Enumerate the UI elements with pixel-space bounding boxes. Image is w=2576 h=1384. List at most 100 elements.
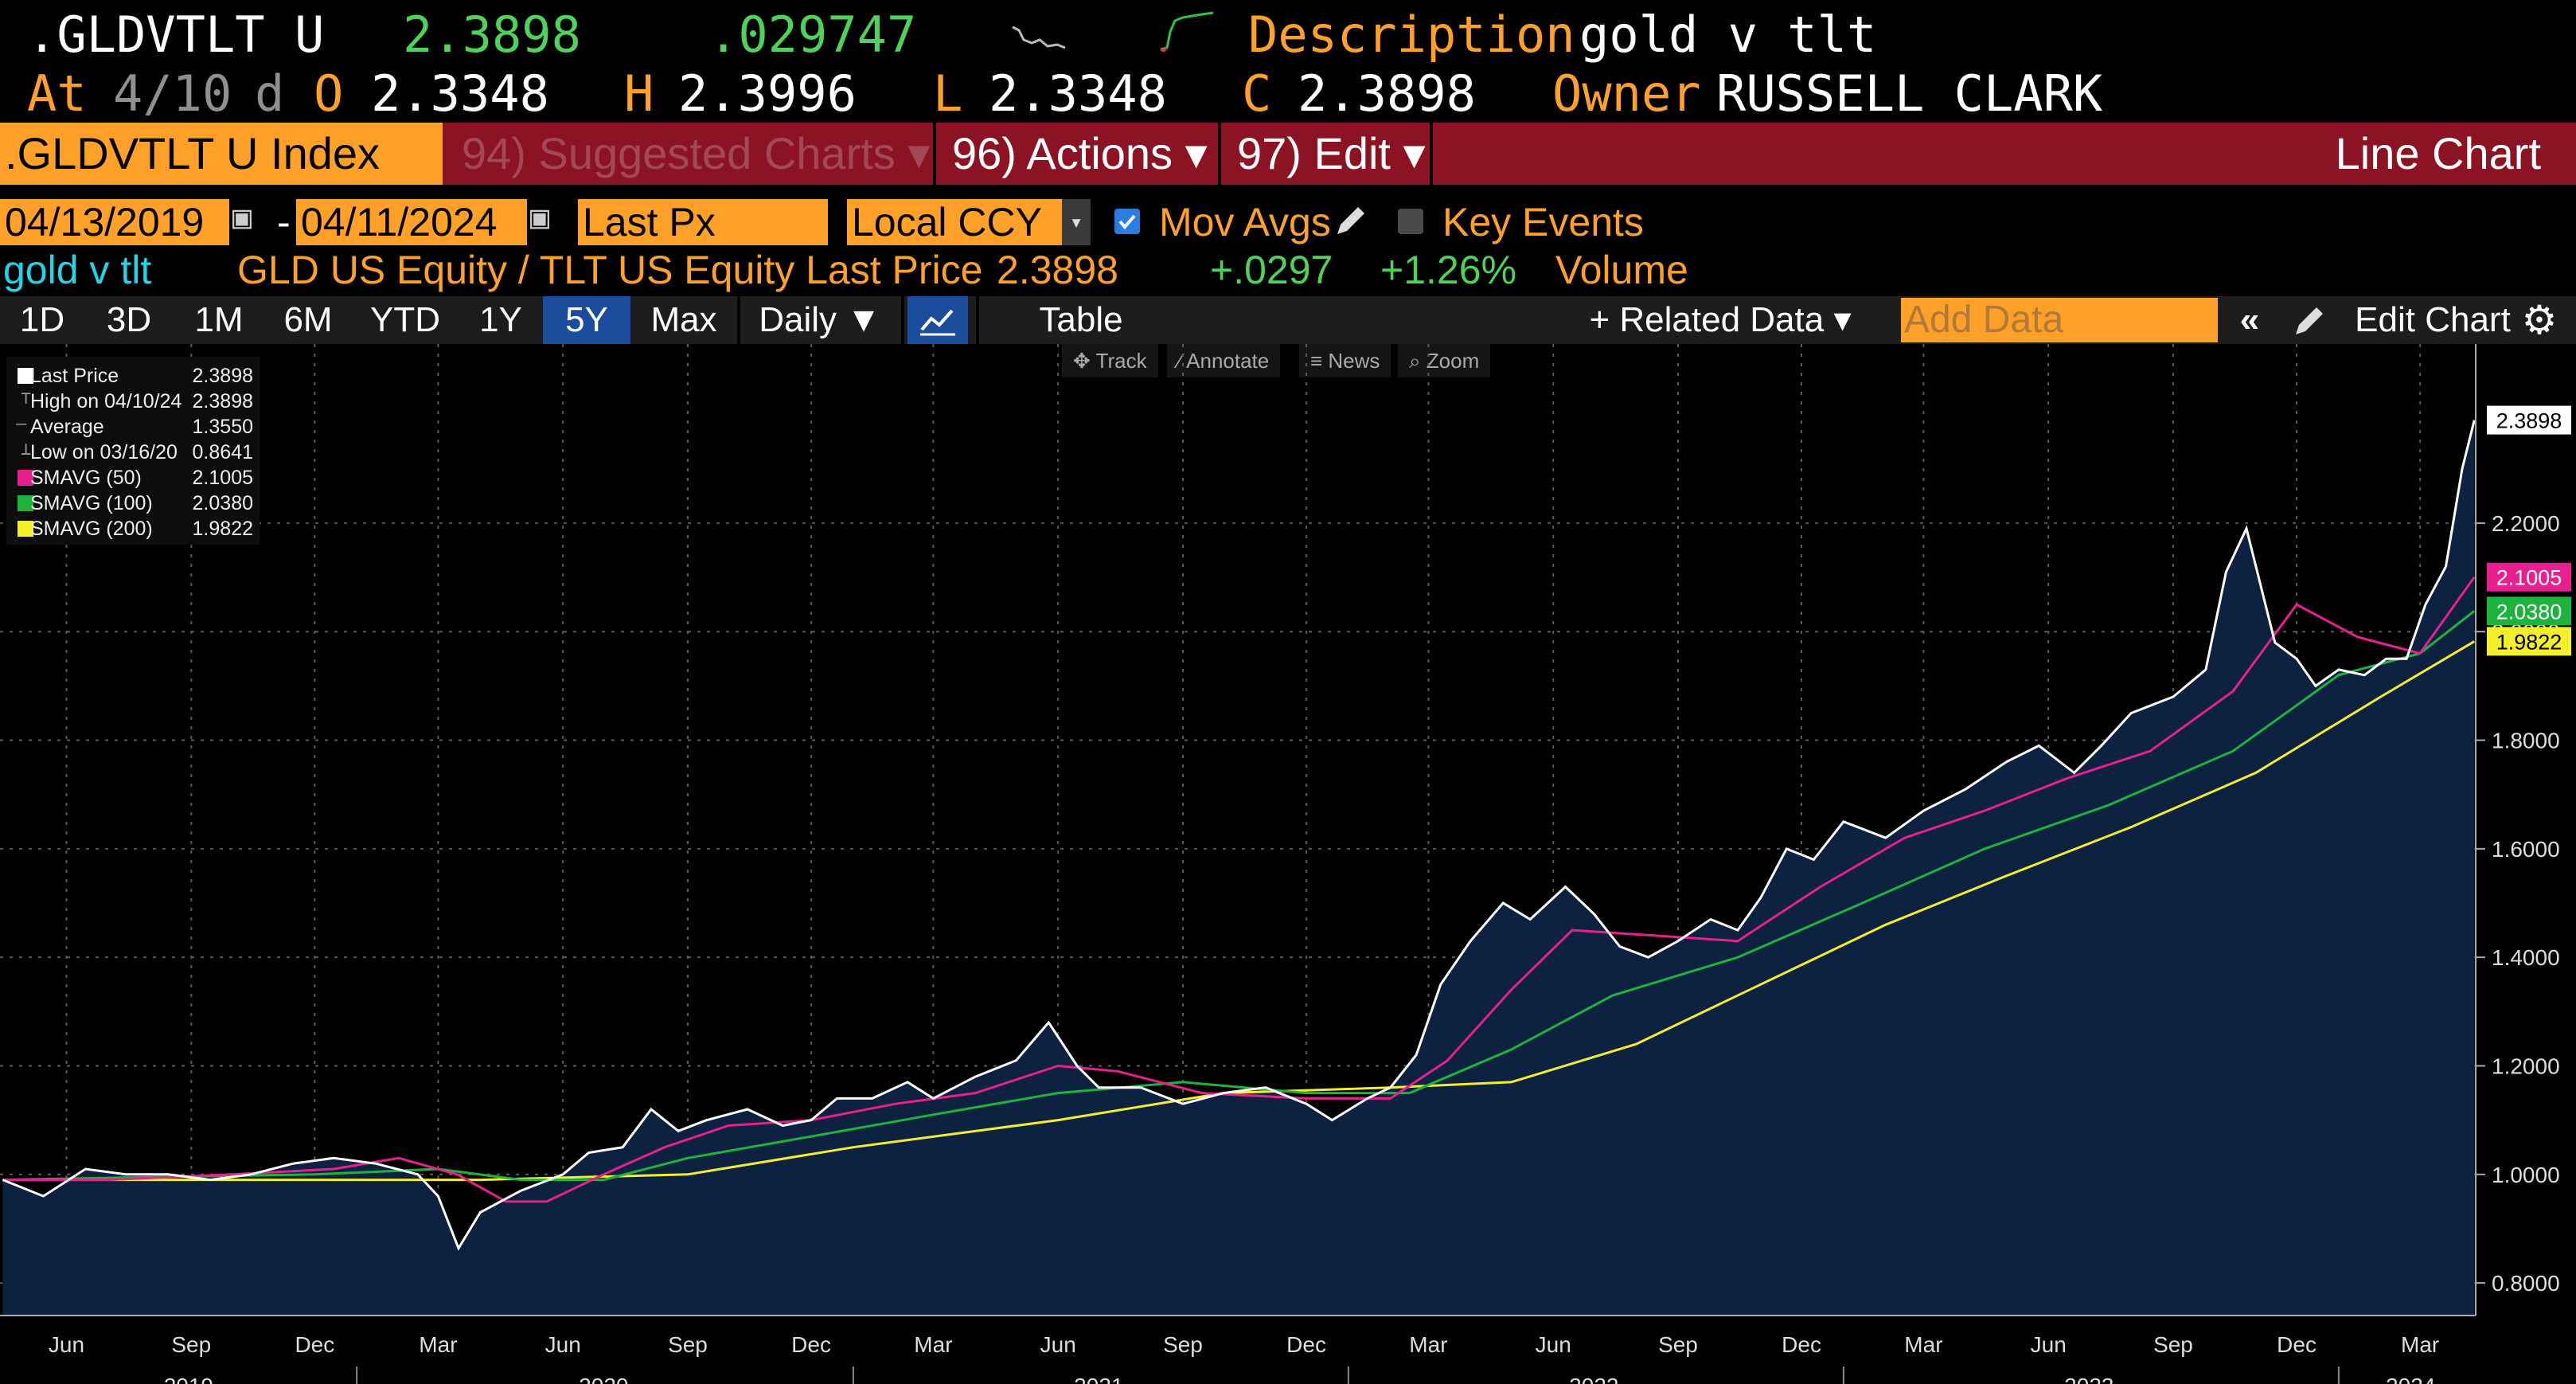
- start-date-input[interactable]: 04/13/2019: [0, 199, 229, 245]
- legend-value: 2.1005: [192, 467, 253, 489]
- price-tag-label: 2.0380: [2496, 600, 2562, 624]
- period-5y[interactable]: 5Y: [543, 296, 630, 344]
- end-date-input[interactable]: 04/11/2024: [296, 199, 527, 245]
- end-calendar-icon[interactable]: ▣: [530, 199, 550, 236]
- legend-swatch-sma50: [18, 470, 33, 486]
- series-pct-change: +1.26%: [1380, 248, 1516, 292]
- y-tick-label: 0.8000: [2492, 1271, 2560, 1296]
- low-label: L: [933, 65, 963, 123]
- description-value: gold v tlt: [1579, 6, 1877, 64]
- legend-swatch-last: [18, 368, 33, 384]
- chart-axes: 2.20002.00001.80001.60001.40001.20001.00…: [0, 344, 2560, 1384]
- x-tick-label: Sep: [668, 1332, 708, 1357]
- legend-label: SMAVG (100): [30, 492, 153, 514]
- price-area-fill: [2, 420, 2475, 1316]
- x-tick-label: Jun: [2031, 1332, 2067, 1357]
- menu-bar: .GLDVTLT U Index 94) Suggested Charts ▾ …: [0, 123, 2576, 185]
- x-tick-label: Sep: [2153, 1332, 2193, 1357]
- currency-dropdown-icon[interactable]: ▾: [1062, 199, 1091, 245]
- series-last: 2.3898: [997, 248, 1118, 292]
- price-tags: 2.3898 2.1005 2.0380 1.9822: [2487, 405, 2571, 656]
- mov-avgs-checkbox[interactable]: [1114, 209, 1140, 234]
- actions-menu[interactable]: 96) Actions ▾: [952, 128, 1208, 178]
- price-tag-label: 2.1005: [2496, 566, 2562, 590]
- zoom-tool[interactable]: ⌕ Zoom: [1398, 344, 1491, 377]
- legend-value: 1.9822: [192, 518, 253, 540]
- price-tag-label: 2.3898: [2496, 409, 2562, 433]
- year-label: 2024: [2386, 1374, 2435, 1384]
- price-tag-bg: [2487, 405, 2571, 435]
- track-tool[interactable]: ✥ Track: [1062, 344, 1158, 377]
- period-3d[interactable]: 3D: [106, 300, 152, 339]
- price-tag-bg: [2487, 596, 2571, 626]
- period-1d[interactable]: 1D: [19, 300, 65, 339]
- line-chart-icon[interactable]: [907, 296, 968, 344]
- owner-value: RUSSELL CLARK: [1716, 65, 2103, 123]
- track-tool-label: Track: [1095, 349, 1147, 373]
- legend-label: Last Price: [30, 365, 119, 387]
- legend-swatch-sma200: [18, 521, 33, 537]
- line-chart[interactable]: 2.20002.00001.80001.60001.40001.20001.00…: [0, 344, 2576, 1384]
- period-6m[interactable]: 6M: [283, 300, 333, 339]
- close-value: 2.3898: [1298, 65, 1476, 123]
- low-value: 2.3348: [989, 65, 1167, 123]
- edit-chart-button[interactable]: Edit Chart: [2355, 300, 2511, 339]
- open-label: O: [314, 65, 344, 123]
- news-tool-label: News: [1328, 349, 1380, 373]
- x-tick-label: Dec: [295, 1332, 334, 1357]
- year-label: 2019: [164, 1374, 213, 1384]
- table-button[interactable]: Table: [1039, 300, 1123, 339]
- price-tag-bg: [2487, 562, 2571, 592]
- add-data-input[interactable]: Add Data: [1901, 298, 2218, 342]
- suggested-charts-menu[interactable]: 94) Suggested Charts ▾: [462, 128, 931, 178]
- price-field-select[interactable]: Last Px: [578, 199, 828, 245]
- period-1y[interactable]: 1Y: [479, 300, 522, 339]
- period-max[interactable]: Max: [650, 300, 717, 339]
- date-dash: -: [277, 200, 291, 244]
- legend-value: 0.8641: [192, 441, 253, 463]
- y-tick-label: 1.8000: [2492, 729, 2560, 753]
- chart-legend: Last Price 2.3898 ⊤ High on 04/10/24 2.3…: [6, 357, 260, 545]
- news-tool[interactable]: ≡ News: [1299, 344, 1391, 377]
- x-tick-label: Sep: [1658, 1332, 1698, 1357]
- last-price-line: [2, 420, 2476, 1251]
- high-label: H: [624, 65, 654, 123]
- currency-select[interactable]: Local CCY: [847, 199, 1062, 245]
- start-calendar-icon[interactable]: ▣: [232, 199, 252, 236]
- collapse-icon[interactable]: «: [2239, 300, 2260, 339]
- at-label: At: [27, 65, 87, 123]
- period-1m[interactable]: 1M: [194, 300, 244, 339]
- x-tick-label: Jun: [545, 1332, 581, 1357]
- period-ytd[interactable]: YTD: [370, 300, 440, 339]
- quote-date: 4/10: [113, 65, 232, 123]
- legend-label: High on 04/10/24: [30, 390, 182, 412]
- last-price: 2.3898: [403, 6, 581, 64]
- price-tag-bg: [2487, 627, 2571, 656]
- key-events-checkbox[interactable]: [1398, 209, 1423, 234]
- year-label: 2023: [2064, 1374, 2113, 1384]
- volume-label: Volume: [1555, 248, 1688, 292]
- annotate-tool-label: Annotate: [1186, 349, 1270, 373]
- intraday-sparkline-icon: [1012, 25, 1066, 49]
- frequency-select[interactable]: Daily ▼: [759, 300, 881, 339]
- related-data-button[interactable]: + Related Data ▾: [1589, 300, 1852, 339]
- sma-50-line: [2, 576, 2476, 1203]
- annotate-tool[interactable]: ∕ Annotate: [1167, 344, 1281, 377]
- x-tick-label: Mar: [419, 1332, 457, 1357]
- settings-gear-icon[interactable]: ⚙: [2521, 298, 2558, 342]
- edit-chart-pencil-icon[interactable]: [2291, 301, 2329, 339]
- security-field[interactable]: .GLDVTLT U Index: [0, 123, 443, 185]
- x-tick-label: Sep: [171, 1332, 211, 1357]
- y-tick-label: 1.6000: [2492, 837, 2560, 862]
- chart-type-label: Line Chart: [2335, 128, 2541, 178]
- open-value: 2.3348: [371, 65, 549, 123]
- edit-menu[interactable]: 97) Edit ▾: [1237, 128, 1426, 178]
- year-label: 2022: [1569, 1374, 1618, 1384]
- owner-label: Owner: [1552, 65, 1701, 123]
- x-tick-label: Jun: [49, 1332, 84, 1357]
- x-tick-label: Mar: [2401, 1332, 2439, 1357]
- x-tick-label: Jun: [1536, 1332, 1571, 1357]
- pencil-icon[interactable]: [1331, 202, 1369, 240]
- mov-avgs-label: Mov Avgs: [1159, 200, 1331, 244]
- series-change: +.0297: [1210, 248, 1333, 292]
